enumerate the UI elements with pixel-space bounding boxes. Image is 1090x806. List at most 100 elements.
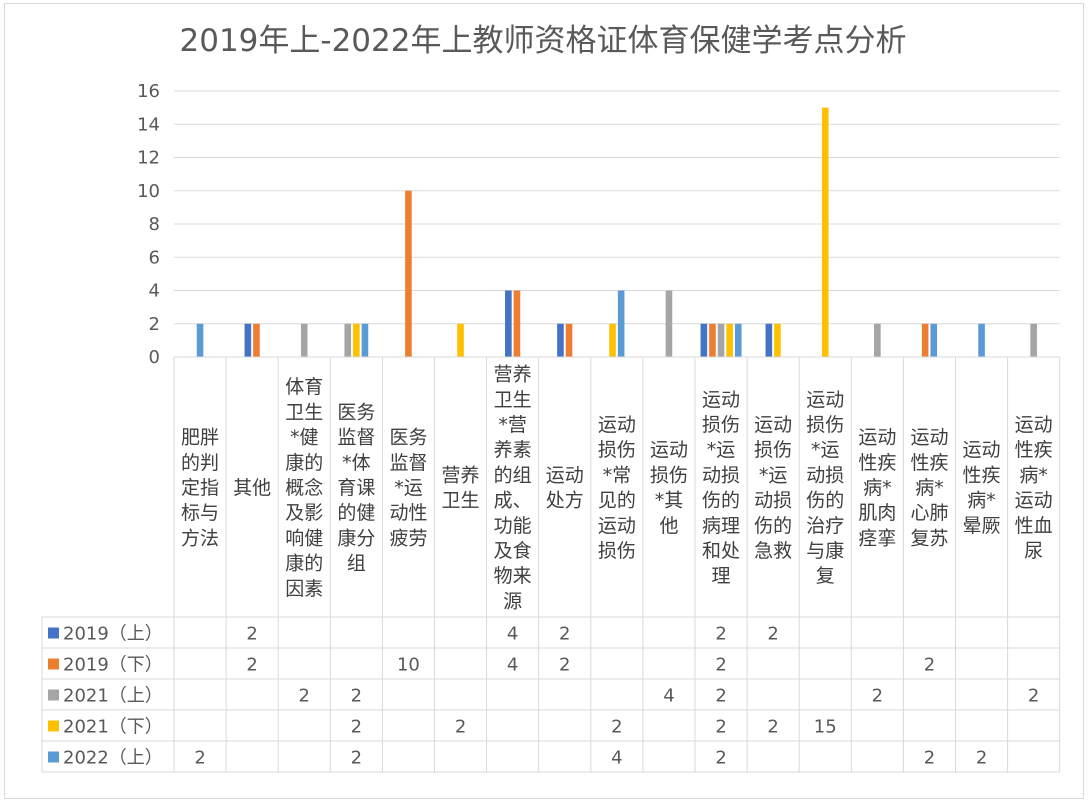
bar bbox=[300, 323, 308, 357]
bar bbox=[821, 107, 829, 357]
y-tick-label: 14 bbox=[137, 114, 160, 135]
bar bbox=[457, 323, 464, 357]
data-label: 2 bbox=[351, 717, 362, 738]
data-label: 2 bbox=[924, 655, 935, 676]
data-label: 4 bbox=[507, 655, 518, 676]
legend-swatch bbox=[48, 627, 59, 639]
gridlines bbox=[174, 90, 1060, 358]
bar bbox=[344, 323, 352, 357]
bar bbox=[244, 323, 252, 357]
bar bbox=[930, 323, 938, 357]
legend-label: 2019（下） bbox=[63, 655, 163, 676]
data-label: 2 bbox=[455, 717, 466, 738]
legend-swatch bbox=[48, 689, 59, 701]
data-label: 15 bbox=[814, 717, 837, 738]
data-label: 2 bbox=[611, 717, 622, 738]
data-label: 2 bbox=[715, 624, 726, 645]
x-tick-label: 运动处方 bbox=[546, 464, 584, 511]
y-tick-label: 4 bbox=[149, 281, 160, 302]
bar bbox=[196, 323, 204, 357]
x-tick-label: 运动损伤*运动损伤的病理和处理 bbox=[702, 389, 740, 587]
x-tick-label: 运动性疾病*肌肉痉挛 bbox=[858, 427, 896, 550]
bar bbox=[361, 323, 369, 357]
y-tick-label: 12 bbox=[137, 148, 160, 169]
legend-label: 2019（上） bbox=[63, 624, 163, 645]
legend-label: 2022（上） bbox=[63, 748, 163, 769]
chart-title: 2019年上-2022年上教师资格证体育保健学考点分析 bbox=[180, 23, 907, 59]
bar bbox=[700, 323, 708, 357]
data-label: 2 bbox=[715, 686, 726, 707]
bar bbox=[1030, 323, 1037, 357]
data-label: 4 bbox=[663, 686, 674, 707]
data-label: 2 bbox=[246, 655, 257, 676]
bar bbox=[717, 323, 725, 357]
x-tick-label: 运动性疾病*晕厥 bbox=[963, 439, 1001, 537]
x-tick-label: 肥胖的判定指标与方法 bbox=[181, 427, 219, 550]
data-label: 2 bbox=[559, 624, 570, 645]
y-tick-label: 0 bbox=[149, 347, 160, 368]
data-label: 2 bbox=[715, 748, 726, 769]
data-table: 肥胖的判定指标与方法其他体育卫生*健康的概念及影响健康的因素医务监督*体育课的健… bbox=[41, 356, 1061, 773]
data-label: 2 bbox=[559, 655, 570, 676]
x-tick-label: 运动性疾病*运动性血尿 bbox=[1015, 414, 1053, 562]
data-label: 4 bbox=[611, 748, 622, 769]
data-label: 2 bbox=[246, 624, 257, 645]
data-label: 2 bbox=[299, 686, 310, 707]
bar bbox=[405, 190, 412, 357]
bar bbox=[774, 323, 781, 357]
bars bbox=[196, 107, 1037, 357]
legend-label: 2021（上） bbox=[63, 686, 163, 707]
data-label: 2 bbox=[924, 748, 935, 769]
data-label: 2 bbox=[351, 686, 362, 707]
x-tick-label: 运动损伤*运动损伤的急救 bbox=[754, 414, 792, 562]
bar bbox=[353, 323, 360, 357]
y-tick-label: 8 bbox=[149, 214, 160, 235]
y-tick-label: 10 bbox=[137, 181, 160, 202]
bar bbox=[921, 323, 929, 357]
x-tick-label: 运动性疾病*心肺复苏 bbox=[910, 427, 948, 550]
data-label: 10 bbox=[397, 655, 420, 676]
bar bbox=[709, 323, 716, 357]
y-axis: 0 2 4 6 8 10 12 14 16 bbox=[137, 81, 160, 368]
chart-frame bbox=[4, 3, 1084, 799]
legend-label: 2021（下） bbox=[63, 717, 163, 738]
data-label: 4 bbox=[507, 624, 518, 645]
legend-swatch bbox=[48, 658, 59, 670]
bar bbox=[565, 323, 573, 357]
bar bbox=[617, 290, 625, 357]
x-tick-label: 运动损伤*运动损伤的治疗与康复 bbox=[806, 389, 844, 587]
legend-swatch bbox=[48, 720, 59, 732]
data-label: 2 bbox=[715, 717, 726, 738]
x-tick-label: 体育卫生*健康的概念及影响健康的因素 bbox=[285, 376, 323, 600]
bar bbox=[557, 323, 564, 357]
data-label: 2 bbox=[767, 717, 778, 738]
data-label: 2 bbox=[351, 748, 362, 769]
y-tick-label: 16 bbox=[137, 81, 160, 102]
bar bbox=[726, 323, 733, 357]
x-tick-label: 营养卫生*营养素的组成、功能及食物来源 bbox=[494, 364, 532, 613]
bar bbox=[874, 323, 881, 357]
x-tick-label: 医务监督*运动性疲劳 bbox=[389, 427, 427, 550]
bar bbox=[734, 323, 742, 357]
bar bbox=[505, 290, 512, 357]
x-tick-label: 其他 bbox=[233, 477, 271, 499]
data-label: 2 bbox=[715, 655, 726, 676]
bar bbox=[978, 323, 985, 357]
data-label: 2 bbox=[194, 748, 205, 769]
y-tick-label: 2 bbox=[149, 314, 160, 335]
bar bbox=[513, 290, 521, 357]
bar bbox=[765, 323, 773, 357]
data-label: 2 bbox=[1028, 686, 1039, 707]
x-tick-label: 运动损伤*其他 bbox=[650, 439, 688, 537]
data-label: 2 bbox=[976, 748, 987, 769]
legend-swatch bbox=[48, 751, 59, 763]
x-tick-label: 运动损伤*常见的运动损伤 bbox=[598, 414, 636, 562]
data-label: 2 bbox=[767, 624, 778, 645]
x-tick-label: 营养卫生 bbox=[442, 464, 480, 511]
y-tick-label: 6 bbox=[149, 247, 160, 268]
bar bbox=[253, 323, 260, 357]
data-label: 2 bbox=[872, 686, 883, 707]
x-tick-label: 医务监督*体育课的健康分组 bbox=[337, 401, 375, 574]
bar bbox=[609, 323, 616, 357]
